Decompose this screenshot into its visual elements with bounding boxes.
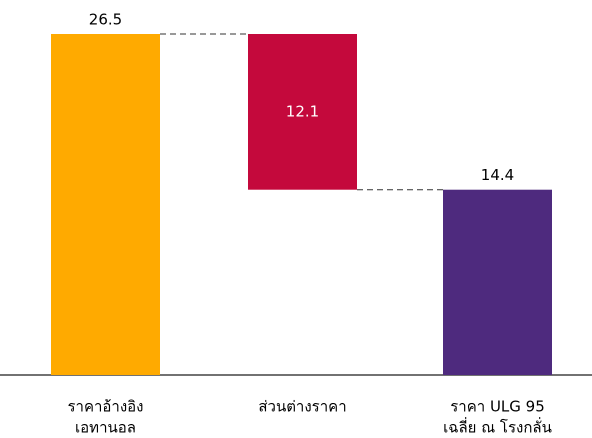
x-tick-label: ราคาอ้างอิง <box>67 398 143 416</box>
value-label: 14.4 <box>481 166 514 184</box>
value-label: 26.5 <box>89 11 122 29</box>
x-tick-label: ส่วนต่างราคา <box>258 398 346 416</box>
x-tick-label: ราคา ULG 95 <box>450 398 545 416</box>
bar <box>51 34 160 375</box>
bar <box>248 34 357 190</box>
value-label: 12.1 <box>286 102 319 120</box>
x-tick-label: เฉลี่ย ณ โรงกลั่น <box>443 417 552 437</box>
bar <box>443 189 552 375</box>
x-tick-label: เอทานอล <box>75 419 136 437</box>
